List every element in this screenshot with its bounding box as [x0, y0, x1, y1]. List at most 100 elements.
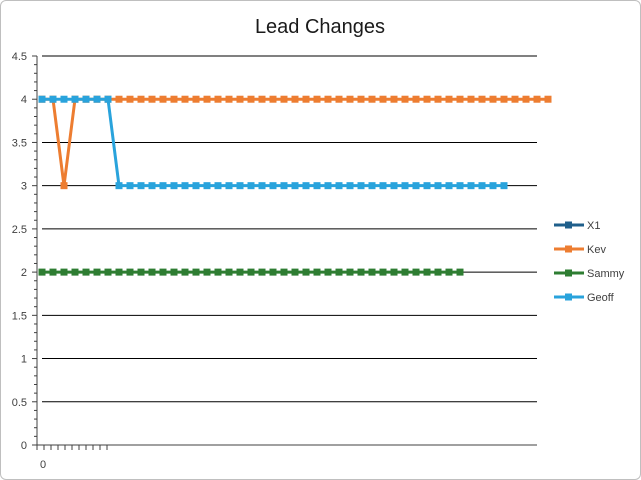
data-point-kev [357, 95, 365, 103]
data-point-geoff [93, 95, 101, 103]
data-point-geoff [423, 182, 431, 190]
data-point-sammy [225, 268, 233, 276]
data-point-sammy [236, 268, 244, 276]
gridlines [42, 55, 537, 403]
data-point-geoff [346, 182, 354, 190]
data-point-sammy [335, 268, 343, 276]
x-axis-tick-labels: 0 [40, 459, 46, 471]
data-point-kev [544, 95, 552, 103]
data-point-geoff [445, 182, 453, 190]
data-point-geoff [500, 182, 508, 190]
data-point-sammy [456, 268, 464, 276]
y-tick-label: 1 [21, 354, 27, 366]
data-point-sammy [137, 268, 145, 276]
data-point-sammy [148, 268, 156, 276]
data-point-kev [533, 95, 541, 103]
data-point-sammy [247, 268, 255, 276]
data-point-sammy [412, 268, 420, 276]
data-point-kev [434, 95, 442, 103]
data-point-geoff [126, 182, 134, 190]
data-point-kev [511, 95, 519, 103]
data-point-kev [159, 95, 167, 103]
data-point-kev [247, 95, 255, 103]
legend-marker [565, 245, 572, 253]
data-point-sammy [258, 268, 266, 276]
data-point-kev [269, 95, 277, 103]
data-point-geoff [401, 182, 409, 190]
data-point-geoff [313, 182, 321, 190]
data-point-sammy [445, 268, 453, 276]
data-point-sammy [181, 268, 189, 276]
legend-item-sammy: Sammy [554, 268, 625, 280]
data-point-kev [467, 95, 475, 103]
y-tick-label: 0.5 [12, 397, 27, 409]
data-point-sammy [368, 268, 376, 276]
data-point-kev [368, 95, 376, 103]
chart-title: Lead Changes [255, 16, 385, 38]
data-point-sammy [82, 268, 90, 276]
y-tick-label: 2.5 [12, 224, 27, 236]
data-point-geoff [335, 182, 343, 190]
legend: X1 Kev Sammy Geoff [554, 220, 625, 304]
data-point-sammy [104, 268, 112, 276]
data-point-geoff [60, 95, 68, 103]
y-tick-label: 0 [21, 440, 27, 452]
data-point-geoff [258, 182, 266, 190]
y-axis-tick-labels: 0 0.5 1 1.5 2 2.5 3 3.5 4 4.5 [12, 51, 27, 452]
data-point-geoff [192, 182, 200, 190]
data-point-geoff [456, 182, 464, 190]
legend-marker [565, 221, 572, 229]
series-sammy [38, 268, 464, 276]
legend-marker [565, 293, 572, 301]
data-point-sammy [49, 268, 57, 276]
data-point-kev [445, 95, 453, 103]
data-point-sammy [203, 268, 211, 276]
data-point-kev [258, 95, 266, 103]
y-tick-label: 3.5 [12, 137, 27, 149]
legend-item-x1: X1 [554, 220, 600, 232]
data-point-geoff [302, 182, 310, 190]
data-point-sammy [214, 268, 222, 276]
data-point-kev [313, 95, 321, 103]
data-point-kev [60, 182, 68, 190]
data-point-kev [291, 95, 299, 103]
data-point-sammy [115, 268, 123, 276]
data-point-sammy [280, 268, 288, 276]
data-point-kev [456, 95, 464, 103]
data-point-geoff [467, 182, 475, 190]
legend-item-kev: Kev [554, 244, 606, 256]
data-point-sammy [170, 268, 178, 276]
data-point-geoff [368, 182, 376, 190]
data-point-geoff [324, 182, 332, 190]
data-point-kev [170, 95, 178, 103]
data-point-geoff [159, 182, 167, 190]
data-point-kev [148, 95, 156, 103]
data-point-geoff [357, 182, 365, 190]
data-point-kev [324, 95, 332, 103]
data-point-kev [522, 95, 530, 103]
data-point-kev [423, 95, 431, 103]
data-point-kev [478, 95, 486, 103]
data-point-sammy [71, 268, 79, 276]
y-tick-label: 3 [21, 181, 27, 193]
x-tick-label: 0 [40, 459, 46, 471]
data-point-kev [280, 95, 288, 103]
data-point-geoff [478, 182, 486, 190]
data-point-geoff [170, 182, 178, 190]
data-point-kev [126, 95, 134, 103]
legend-label: Geoff [587, 292, 615, 304]
y-tick-label: 4 [21, 94, 27, 106]
data-point-sammy [324, 268, 332, 276]
series-lines [38, 95, 552, 276]
legend-label: Kev [587, 244, 606, 256]
data-point-sammy [60, 268, 68, 276]
data-point-geoff [214, 182, 222, 190]
data-point-geoff [38, 95, 46, 103]
data-point-geoff [115, 182, 123, 190]
data-point-sammy [159, 268, 167, 276]
data-point-geoff [390, 182, 398, 190]
data-point-sammy [302, 268, 310, 276]
data-point-geoff [203, 182, 211, 190]
